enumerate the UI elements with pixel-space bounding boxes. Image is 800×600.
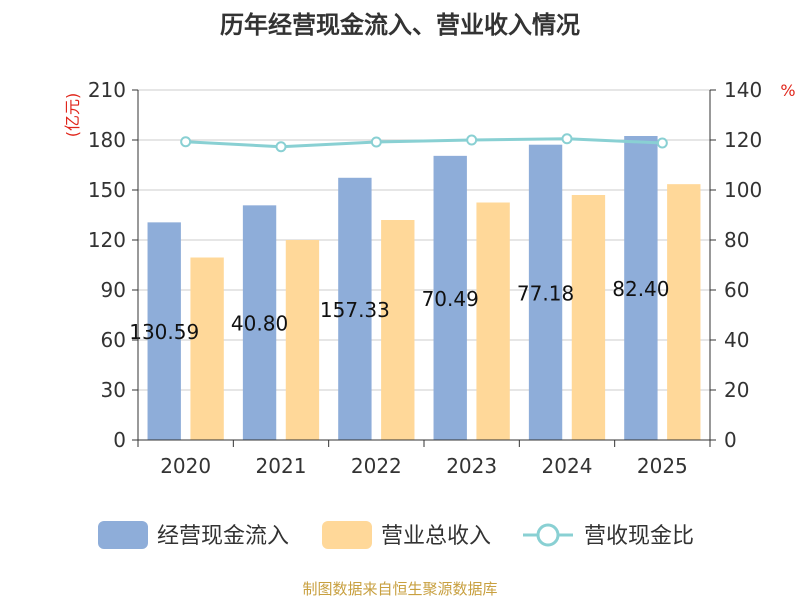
ratio-line-path [185, 137, 663, 149]
legend-item-revenue[interactable]: 营业总收入 [322, 521, 491, 549]
ratio-point [180, 136, 192, 148]
left-axis-tick-label: 210 [88, 78, 126, 102]
legend-item-cash-inflow[interactable]: 经营现金流入 [98, 521, 289, 549]
legend-label-ratio: 营收现金比 [584, 524, 694, 549]
ratio-line [180, 133, 668, 153]
right-axis-unit: % [780, 81, 795, 100]
left-axis-tick-label: 150 [88, 178, 126, 202]
legend-label-cash-inflow: 经营现金流入 [157, 524, 289, 549]
left-axis-tick-label: 90 [101, 278, 126, 302]
bar-cash-inflow [147, 222, 181, 440]
legend-item-ratio[interactable]: 营收现金比 [523, 523, 694, 549]
bar-revenue [476, 202, 510, 440]
right-axis-tick-label: 100 [724, 178, 762, 202]
bars [147, 136, 701, 441]
bar-cash-inflow [528, 144, 563, 440]
left-axis-tick-label: 180 [88, 128, 126, 152]
right-axis-tick-label: 0 [724, 428, 737, 452]
x-axis-tick-label: 2023 [446, 454, 497, 478]
bar-cash-inflow [433, 155, 467, 440]
bar-data-label: 70.49 [422, 287, 479, 311]
x-axis-tick-label: 2021 [256, 454, 307, 478]
ratio-point [561, 133, 573, 145]
left-axis-unit: (亿元) [63, 93, 82, 138]
legend-swatch-cash-inflow [98, 521, 148, 549]
bar-labels: 130.59 40.80 157.33 70.49 77.18 82.40 [129, 277, 669, 344]
x-axis-tick-label: 2022 [351, 454, 402, 478]
ratio-point [466, 134, 478, 146]
axes: 0 30 60 90 120 150 180 210 0 20 40 60 80 100 120 140 202… [88, 78, 762, 478]
bar-data-label: 130.59 [129, 320, 199, 344]
left-axis-tick-label: 0 [113, 428, 126, 452]
legend-label-revenue: 营业总收入 [381, 524, 491, 549]
bar-revenue [285, 240, 320, 440]
bar-data-label: 157.33 [320, 298, 390, 322]
ratio-point [275, 141, 287, 153]
right-axis-tick-label: 40 [724, 328, 749, 352]
source-note: 制图数据来自恒生聚源数据库 [302, 580, 497, 598]
right-axis-tick-label: 140 [724, 78, 762, 102]
bar-data-label: 82.40 [612, 277, 669, 301]
bar-cash-inflow [338, 177, 372, 441]
legend: 经营现金流入 营业总收入 营收现金比 [98, 521, 694, 549]
left-axis-tick-label: 120 [88, 228, 126, 252]
ratio-point [656, 137, 668, 149]
x-axis-tick-label: 2024 [542, 454, 593, 478]
bar-data-label: 40.80 [231, 312, 288, 336]
bar-data-label: 77.18 [517, 281, 574, 305]
right-axis-tick-label: 60 [724, 278, 749, 302]
bar-cash-inflow [624, 136, 658, 440]
bar-cash-inflow [242, 205, 277, 440]
chart-title: 历年经营现金流入、营业收入情况 [220, 11, 580, 39]
bar-revenue [381, 220, 415, 440]
x-axis-tick-label: 2020 [160, 454, 211, 478]
bar-revenue [190, 257, 224, 440]
bar-revenue [571, 195, 606, 440]
x-axis-tick-label: 2025 [637, 454, 688, 478]
right-axis-tick-label: 80 [724, 228, 749, 252]
right-axis-tick-label: 120 [724, 128, 762, 152]
bar-revenue [667, 184, 701, 440]
legend-marker-ratio [536, 523, 560, 547]
left-axis-tick-label: 30 [101, 378, 126, 402]
left-axis-tick-label: 60 [101, 328, 126, 352]
legend-swatch-revenue [322, 521, 372, 549]
right-axis-tick-label: 20 [724, 378, 749, 402]
ratio-point [370, 136, 382, 148]
